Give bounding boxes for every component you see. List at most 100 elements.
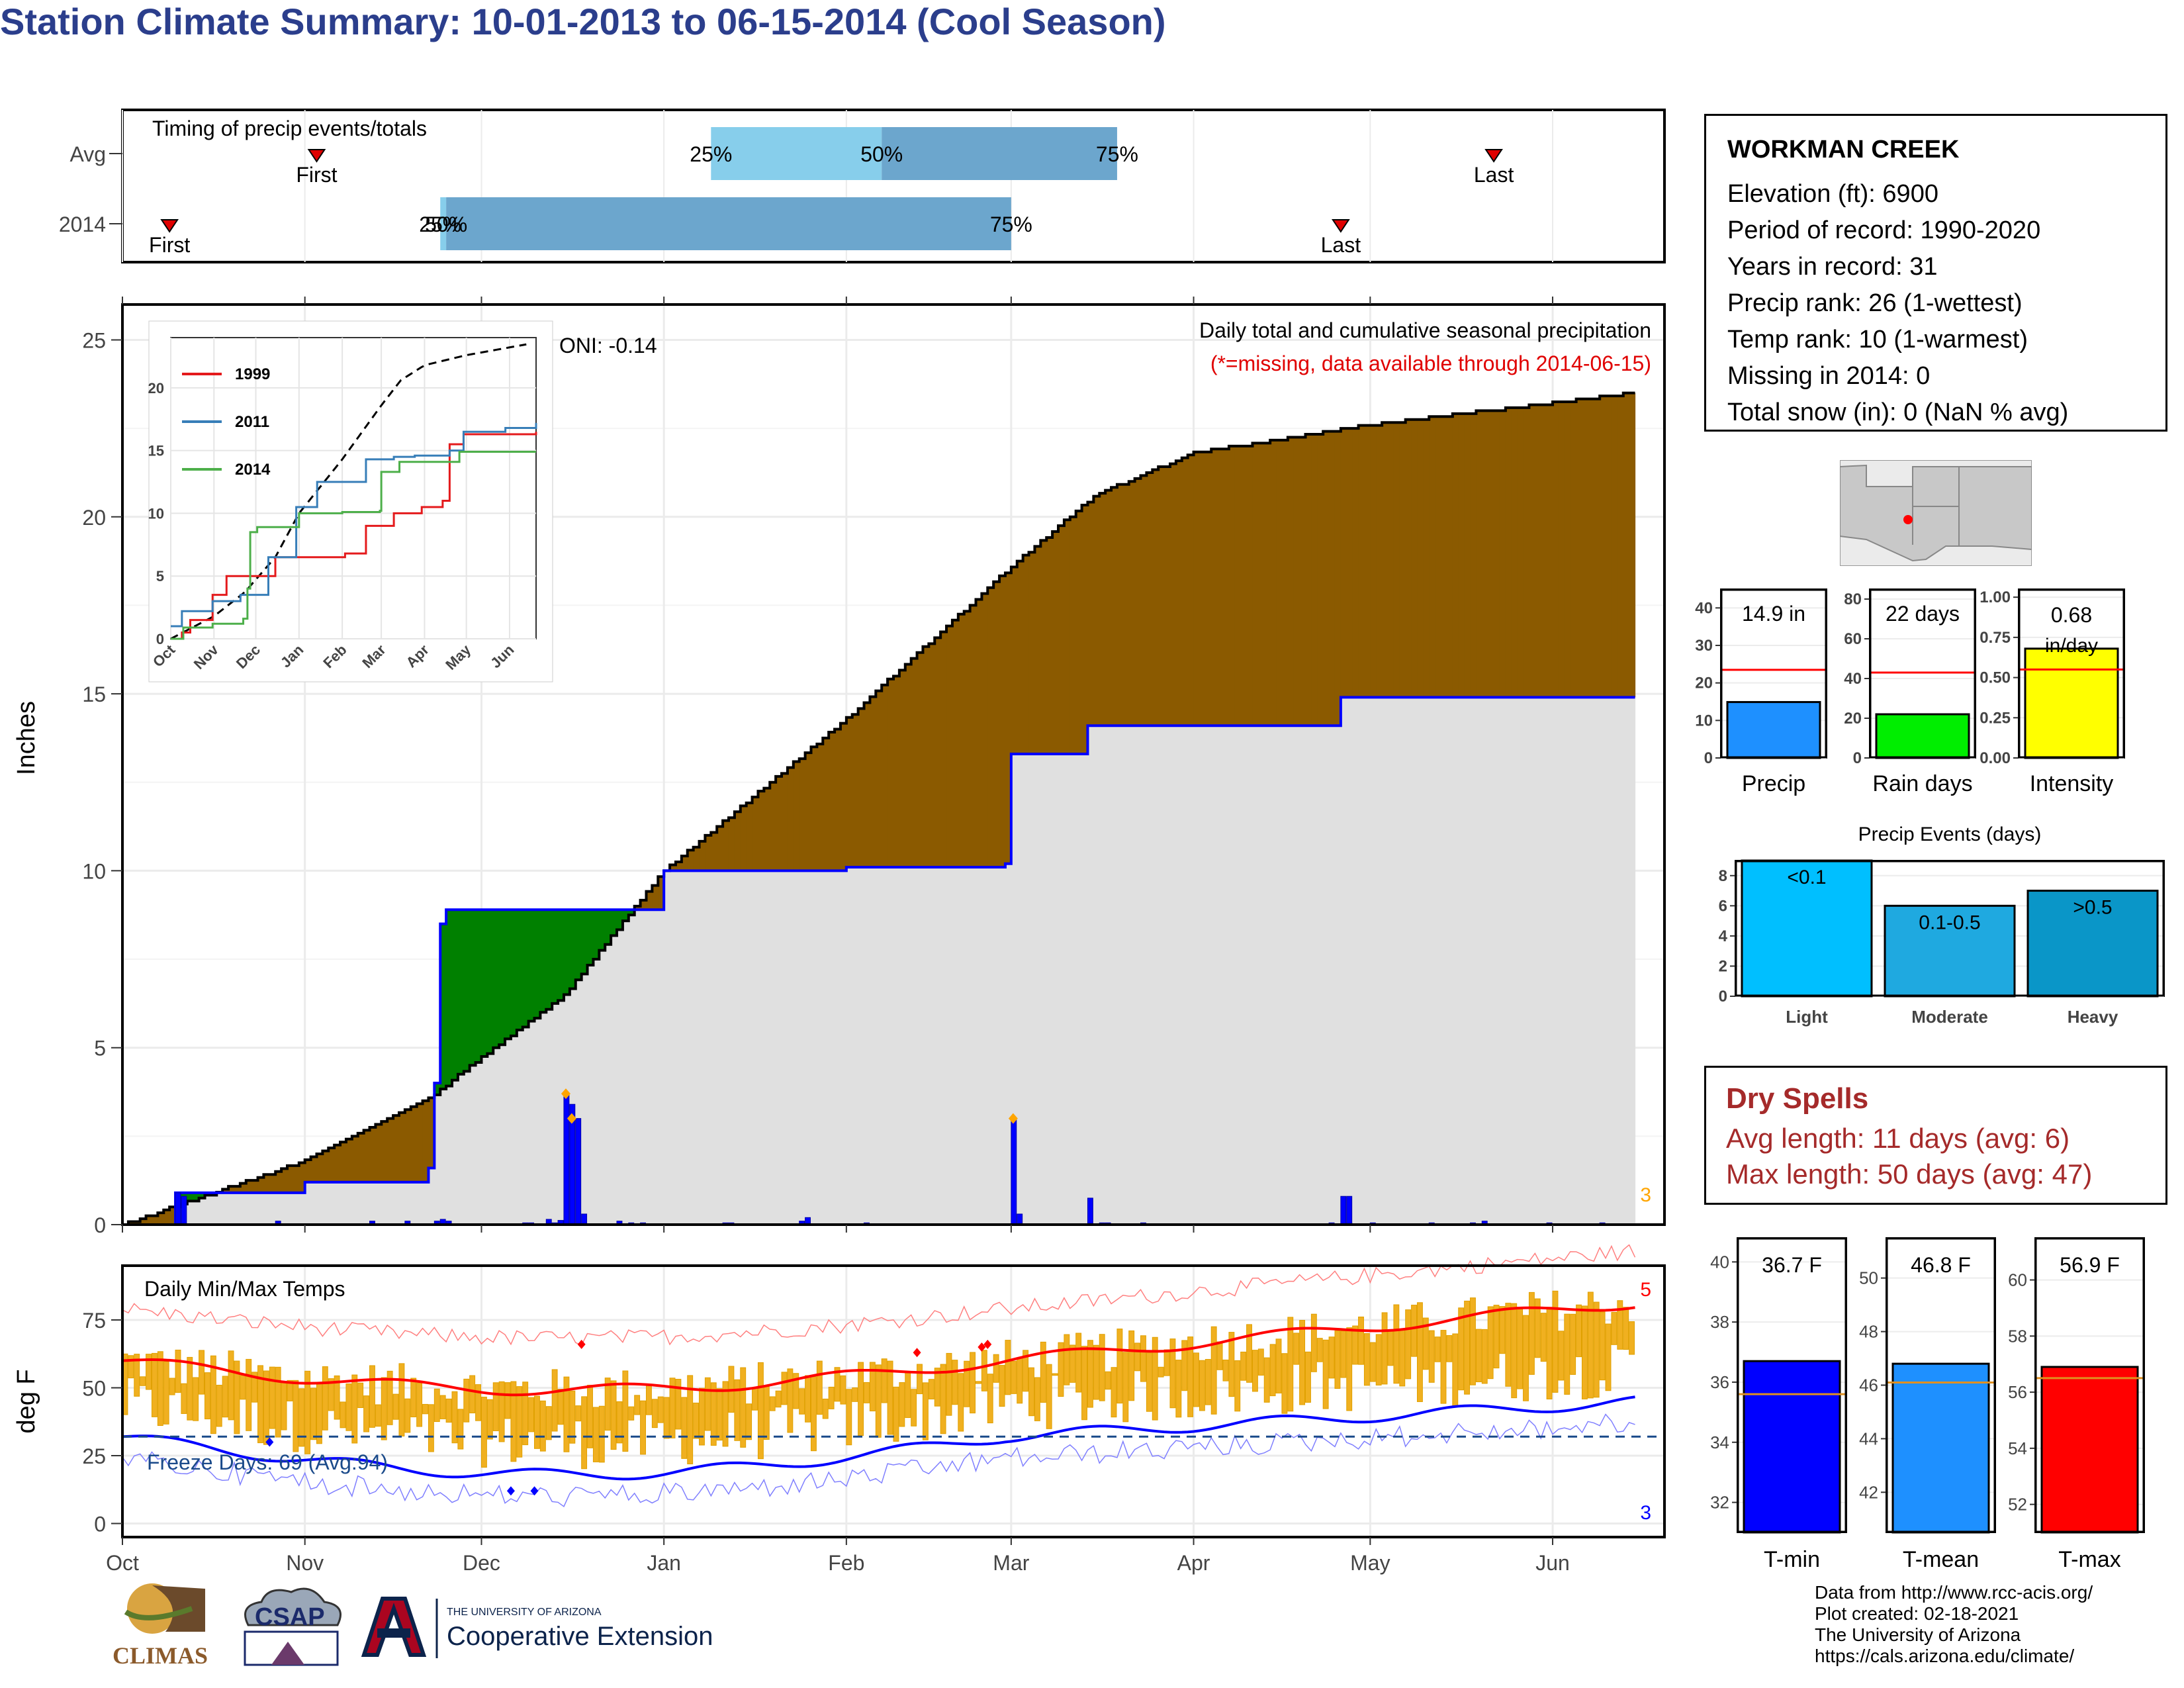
cumulative-base-fill <box>334 1182 341 1225</box>
deficit-fill <box>705 835 711 871</box>
deficit-fill <box>1629 393 1636 698</box>
daily-precip-bar <box>181 1196 187 1225</box>
daily-precip-bar <box>1017 1213 1023 1225</box>
daily-temp-bar <box>404 1398 411 1433</box>
daily-temp-bar <box>1122 1352 1129 1423</box>
daily-temp-bar <box>1487 1306 1494 1380</box>
deficit-fill <box>410 1106 418 1182</box>
deficit-fill <box>1164 467 1171 726</box>
daily-temp-bar <box>1611 1311 1617 1345</box>
deficit-fill <box>152 1215 158 1225</box>
daily-temp-bar <box>645 1385 652 1415</box>
daily-temp-bar <box>451 1391 458 1444</box>
cumulative-base-fill <box>481 1056 488 1225</box>
deficit-fill <box>334 1145 341 1182</box>
daily-temp-bar <box>410 1378 417 1417</box>
daily-temp-bar <box>1564 1313 1570 1395</box>
cumulative-base-fill <box>940 867 947 1225</box>
daily-temp-bar <box>810 1376 817 1452</box>
cumulative-base-fill <box>440 1089 447 1225</box>
deficit-fill <box>658 876 664 910</box>
timing-label: Timing of precip events/totals <box>152 117 427 140</box>
inset-series-line <box>171 451 536 640</box>
events-tick-label: 6 <box>1719 897 1727 915</box>
daily-temp-bar <box>257 1365 263 1444</box>
timing-marker <box>1332 219 1350 233</box>
surplus-fill <box>199 1192 206 1198</box>
cumulative-base-fill <box>734 870 741 1225</box>
events-tick-label: 0 <box>1719 988 1727 1006</box>
daily-temp-bar <box>199 1350 205 1395</box>
deficit-fill <box>1028 552 1036 754</box>
deficit-fill <box>1452 413 1459 698</box>
daily-temp-bar <box>640 1400 646 1455</box>
deficit-fill <box>328 1148 335 1182</box>
daily-temp-bar <box>917 1364 923 1395</box>
daily-temp-bar <box>216 1384 222 1427</box>
deficit-fill <box>375 1124 382 1182</box>
daily-temp-bar <box>1446 1335 1453 1362</box>
daily-temp-bar <box>1234 1360 1241 1412</box>
cumulative-base-fill <box>246 1192 253 1225</box>
surplus-fill <box>457 910 465 1074</box>
daily-temp-bar <box>763 1386 770 1440</box>
cumulative-base-fill <box>611 935 617 1225</box>
daily-temp-bar <box>864 1382 870 1403</box>
cumulative-base-fill <box>1258 726 1265 1225</box>
cumulative-base-fill <box>1234 726 1242 1225</box>
daily-temp-bar <box>275 1366 281 1438</box>
cumulative-base-fill <box>746 870 753 1225</box>
daily-temp-bar <box>1046 1364 1052 1429</box>
record-low-marker <box>530 1486 539 1496</box>
daily-temp-bar <box>604 1378 611 1431</box>
daily-temp-bar <box>999 1365 1005 1407</box>
temp-bar-outline <box>1886 1237 1996 1533</box>
deficit-fill <box>1187 455 1195 726</box>
deficit-fill <box>1441 416 1447 698</box>
deficit-fill <box>817 743 823 871</box>
daily-temp-bar <box>581 1396 588 1470</box>
deficit-fill <box>640 900 647 910</box>
daily-temp-bar <box>1257 1348 1264 1376</box>
daily-temp-bar <box>545 1406 552 1440</box>
cumulative-base-fill <box>952 867 959 1225</box>
daily-temp-bar <box>187 1356 193 1421</box>
timing-marker-label: First <box>296 163 337 187</box>
surplus-fill <box>575 910 582 980</box>
cumulative-base-fill <box>1116 726 1124 1225</box>
daily-temp-bar <box>699 1387 705 1446</box>
deficit-fill <box>1299 437 1306 726</box>
deficit-fill <box>805 753 812 871</box>
cumulative-base-fill <box>457 1074 465 1225</box>
cumulative-base-fill <box>375 1182 382 1225</box>
daily-temp-bar <box>1517 1309 1524 1389</box>
temp-bar-tick-label: 52 <box>2008 1495 2027 1515</box>
mini-bar-tick-label: 30 <box>1695 637 1713 655</box>
deficit-fill <box>1464 413 1471 698</box>
daily-temp-bar <box>1228 1332 1235 1397</box>
temp-bar-tick-label: 36 <box>1710 1372 1729 1392</box>
daily-temp-bar <box>828 1386 835 1409</box>
csap-logo-text: CSAP <box>255 1603 325 1631</box>
deficit-fill <box>976 599 982 868</box>
precip-events-chart: Precip Events (days) 0 2 4 6 8 <0.1 Light 0.1-0.… <box>1719 823 2165 1027</box>
surplus-fill <box>487 910 494 1054</box>
cumulative-base-fill <box>987 867 994 1225</box>
deficit-fill <box>964 611 971 868</box>
mini-bar <box>1726 701 1821 759</box>
deficit-fill <box>1529 404 1535 698</box>
deficit-fill <box>923 646 929 868</box>
record-high-marker <box>983 1339 992 1349</box>
surplus-fill <box>552 910 559 1004</box>
deficit-fill <box>1252 443 1259 726</box>
daily-temp-bar <box>1528 1291 1535 1375</box>
temp-y-tick-label: 25 <box>82 1444 106 1468</box>
deficit-fill <box>929 643 935 868</box>
temp-x-tick-label: Nov <box>286 1551 324 1575</box>
mini-bar-tick-label: 1.00 <box>1979 588 2011 606</box>
inset-legend-label: 2011 <box>235 413 269 431</box>
daily-temp-bar <box>1381 1312 1388 1385</box>
daily-temp-bar <box>510 1381 517 1462</box>
timing-bar-50-75 <box>446 197 1011 250</box>
deficit-fill <box>1358 425 1365 698</box>
